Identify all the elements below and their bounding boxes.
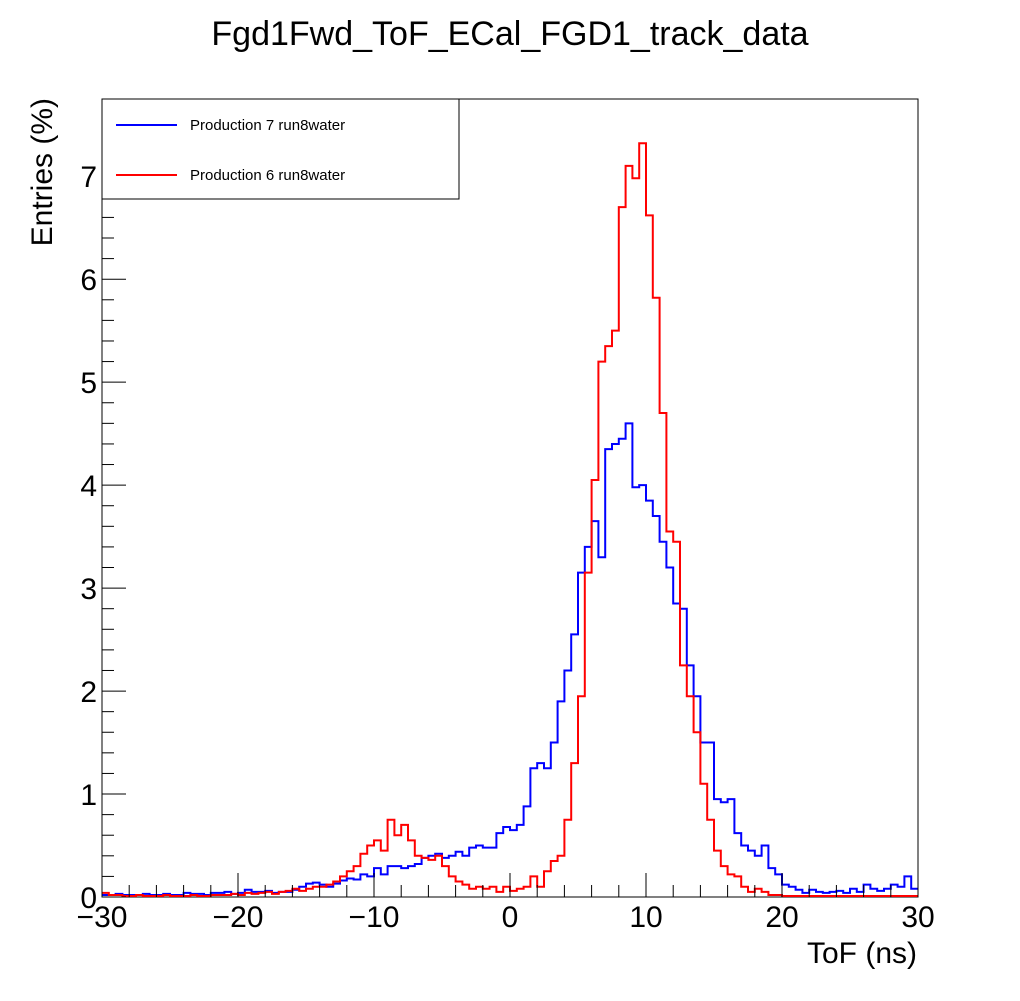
y-tick-label: 0 [80,882,97,915]
series-line-1 [102,422,918,896]
chart-title: Fgd1Fwd_ToF_ECal_FGD1_track_data [211,15,808,53]
y-tick-label: 5 [80,367,97,400]
legend-box [101,98,460,200]
y-tick-label: 1 [80,779,97,812]
plot-area [101,98,919,898]
legend-label-series-1: Production 7 run8water [190,117,345,134]
x-tick-label: 0 [502,901,519,934]
y-tick-label: 6 [80,264,97,297]
plot-frame [101,98,919,898]
series-line-2 [102,142,918,897]
y-tick-label: 2 [80,676,97,709]
axis-layer: −30 −20 −10 0 10 20 30 0 1 2 3 4 5 6 7 [77,113,935,934]
x-tick-label: 20 [765,901,798,934]
y-tick-label: 7 [80,161,97,194]
series-layer [102,142,918,897]
y-axis-label: Entries (%) [26,98,59,246]
x-axis-label: ToF (ns) [807,937,917,970]
legend-label-series-2: Production 6 run8water [190,167,345,184]
y-tick-label: 3 [80,573,97,606]
legend: Production 7 run8water Production 6 run8… [101,98,460,200]
x-tick-label: 10 [629,901,662,934]
x-tick-label: −10 [349,901,400,934]
y-tick-label: 4 [80,470,97,503]
x-tick-label: 30 [901,901,934,934]
x-tick-label: −30 [77,901,128,934]
x-tick-label: −20 [213,901,264,934]
